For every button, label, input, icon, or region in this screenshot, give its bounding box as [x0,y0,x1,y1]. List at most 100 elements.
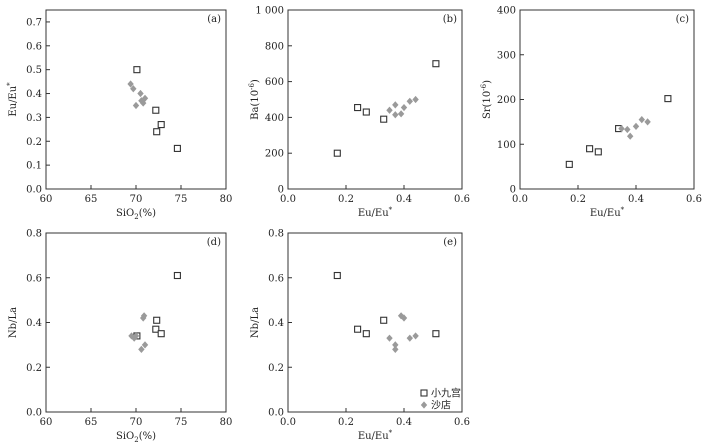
data-point [152,325,160,333]
panel-label: (b) [443,14,457,25]
data-point [137,89,144,98]
data-point [624,125,631,134]
x-tick-label: 0.4 [396,194,412,205]
x-tick-label: 0.6 [454,194,470,205]
x-tick-label: 70 [130,194,143,205]
data-point [362,108,370,116]
data-point [354,325,362,333]
data-point [406,334,413,342]
data-point [432,330,440,338]
y-tick-label: 0.4 [26,318,42,329]
x-axis-label: Eu/Eu* [590,206,625,219]
x-tick-label: 60 [40,417,53,428]
y-tick-label: 0.6 [26,41,42,52]
data-point [354,104,362,112]
x-tick-label: 65 [85,417,98,428]
data-point [157,121,165,129]
data-point [392,111,399,119]
y-axis-label: Sr(10-6) [480,80,493,119]
data-point [586,145,594,153]
data-point [412,95,419,104]
y-tick-label: 100 [497,140,516,151]
data-point [362,330,370,338]
data-point [173,144,181,152]
data-point [400,314,408,322]
data-point [157,330,165,338]
data-point [132,332,140,340]
data-point [386,106,393,114]
data-point [406,97,413,105]
data-point [141,341,149,349]
data-point [130,85,137,93]
y-tick-label: 0.2 [26,137,42,148]
y-tick-label: 0.8 [26,229,42,240]
x-tick-label: 65 [85,194,98,205]
data-point [632,122,640,130]
data-point [400,103,408,112]
x-tick-label: 0.0 [512,194,528,205]
legend-label: 小九宫 [431,387,461,400]
data-point [127,80,134,88]
data-point [664,95,672,103]
x-tick-label: 0.6 [454,417,470,428]
y-tick-label: 0.7 [26,17,42,28]
x-tick-label: 70 [130,417,143,428]
series-square [333,271,440,338]
series-diamond [618,116,651,140]
x-tick-label: 80 [220,194,233,205]
y-tick-label: 800 [265,41,284,52]
y-tick-label: 0.4 [268,318,284,329]
x-tick-label: 0.0 [280,194,296,205]
data-point [173,271,181,280]
data-point [412,332,419,340]
data-point [333,271,341,280]
series-square [565,95,672,168]
series-diamond [386,312,419,353]
legend-label: 沙店 [431,399,451,412]
y-tick-label: 200 [265,149,284,160]
data-point [638,116,645,124]
data-point [153,316,161,324]
x-axis-label: SiO2(%) [116,208,156,221]
plot-frame [287,9,463,190]
plot-frame [45,232,227,413]
y-tick-label: 0.2 [26,363,42,374]
x-axis-label: Eu/Eu* [358,206,393,219]
legend-marker-diamond [420,401,428,409]
data-point [392,341,399,349]
x-tick-label: 0.0 [280,417,296,428]
y-tick-label: 0.0 [26,185,42,196]
data-point [627,132,634,140]
data-point [594,148,602,156]
y-tick-label: 0.4 [26,89,42,100]
y-tick-label: 0.1 [26,161,42,172]
y-tick-label: 0.6 [268,273,284,284]
data-point [128,332,135,340]
x-tick-label: 0.2 [338,194,354,205]
data-point [133,66,141,74]
x-tick-label: 60 [40,194,53,205]
data-point [432,60,440,68]
x-tick-label: 0.6 [686,194,702,205]
data-point [140,312,148,320]
x-tick-label: 75 [175,194,188,205]
y-axis-label: Eu/Eu* [6,82,19,117]
series-diamond [127,80,149,110]
panel-label: (a) [207,14,221,25]
panel-label: (d) [207,237,221,248]
panel-d: 60 65 70 75 80 0.0 0.2 0.4 0.6 0.8 SiO2(%) Nb/La (d) [8,229,232,445]
y-axis-label: Nb/La [250,307,261,338]
data-point [138,345,145,353]
x-tick-label: 0.4 [628,194,644,205]
data-point [132,101,140,110]
x-tick-label: 75 [175,417,188,428]
y-tick-label: 0 [510,185,516,196]
y-tick-label: 200 [497,95,516,106]
legend-marker-square [420,389,428,397]
y-tick-label: 0.8 [268,229,284,240]
y-tick-label: 400 [497,6,516,17]
x-tick-label: 0.2 [570,194,586,205]
data-point [392,345,399,353]
data-point [380,316,388,324]
